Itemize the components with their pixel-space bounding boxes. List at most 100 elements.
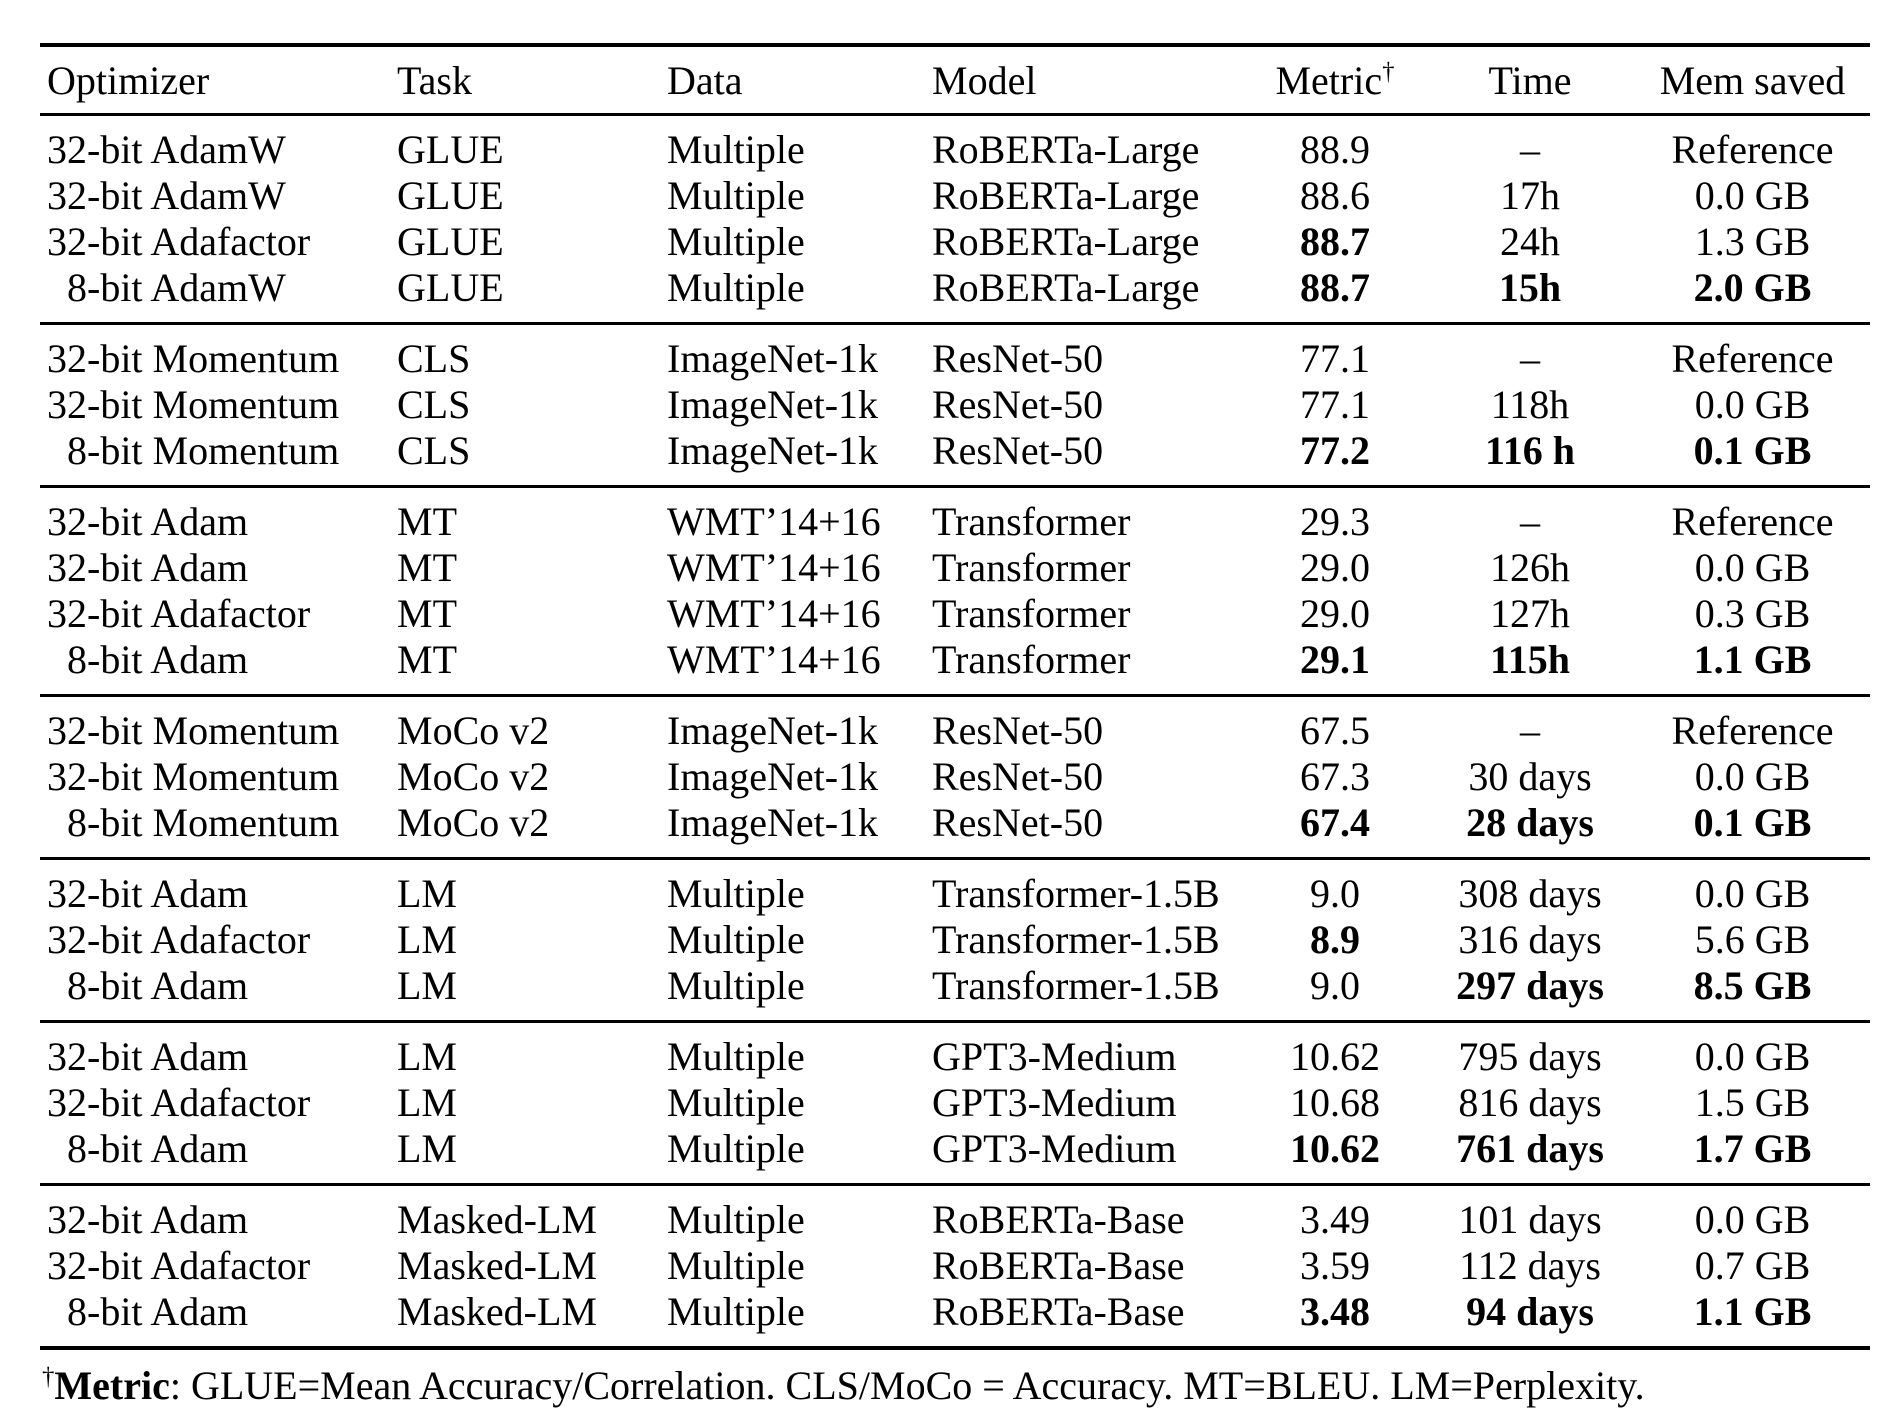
table-group: 32-bit Adam LM Multiple Transformer-1.5B 9.0… [40,858,1870,1022]
cell-time: 24h [1500,219,1560,264]
cell-model: RoBERTa-Base [932,1243,1185,1288]
table-group: 32-bit Adam Masked-LM Multiple RoBERTa-Base… [40,1184,1870,1349]
cell-model: ResNet-50 [932,708,1104,753]
dagger-icon: † [1382,58,1395,86]
table-row: 8-bit Adam Masked-LM Multiple RoBERTa-Base 3… [40,1289,1870,1348]
cell-time: 17h [1500,173,1560,218]
cell-metric: 88.7 [1300,265,1370,310]
cell-mem-saved: Reference [1671,336,1834,381]
cell-data: Multiple [667,1243,805,1288]
cell-optimizer: 8-bit Momentum [67,428,340,473]
cell-task: GLUE [397,127,504,172]
cell-metric: 10.62 [1290,1126,1380,1171]
cell-mem-saved: 0.0 GB [1694,1034,1811,1079]
cell-mem-saved: 0.3 GB [1694,591,1811,636]
cell-metric: 9.0 [1310,871,1360,916]
cell-time: – [1520,336,1540,381]
cell-model: ResNet-50 [932,336,1104,381]
table-group: 32-bit Momentum CLS ImageNet-1k ResNet-50 77… [40,323,1870,487]
cell-model: GPT3-Medium [932,1034,1177,1079]
table-row: 32-bit AdamW GLUE Multiple RoBERTa-Large 88.… [40,173,1870,219]
cell-optimizer: 8-bit Adam [67,637,249,682]
cell-task: MoCo v2 [397,800,550,845]
cell-mem-saved: 0.0 GB [1694,754,1811,799]
table-row: 32-bit Momentum CLS ImageNet-1k ResNet-50 77… [40,324,1870,383]
cell-time: 118h [1490,382,1570,427]
cell-data: Multiple [667,1034,805,1079]
cell-metric: 29.0 [1300,591,1370,636]
cell-optimizer: 32-bit Adam [47,871,249,916]
cell-model: Transformer-1.5B [932,871,1220,916]
cell-metric: 9.0 [1310,963,1360,1008]
cell-optimizer: 32-bit Adam [47,545,249,590]
cell-metric: 10.68 [1290,1080,1380,1125]
cell-time: 761 days [1456,1126,1604,1171]
cell-task: LM [397,1080,457,1125]
cell-model: RoBERTa-Large [932,265,1200,310]
cell-optimizer: 8-bit Momentum [67,800,340,845]
cell-metric: 67.5 [1300,708,1370,753]
table-row: 8-bit Adam LM Multiple Transformer-1.5B 9.0 2… [40,963,1870,1022]
col-header-model: Model [932,57,1037,103]
cell-task: MoCo v2 [397,708,550,753]
cell-metric: 29.3 [1300,499,1370,544]
cell-optimizer: 32-bit Momentum [47,708,340,753]
cell-metric: 29.0 [1300,545,1370,590]
col-header-mem-saved: Mem saved [1659,57,1846,103]
cell-metric: 88.7 [1300,219,1370,264]
cell-time: 316 days [1458,917,1602,962]
cell-mem-saved: Reference [1671,499,1834,544]
cell-mem-saved: 0.0 GB [1694,382,1811,427]
table-group: 32-bit Momentum MoCo v2 ImageNet-1k ResNet-… [40,695,1870,859]
cell-data: WMT’14+16 [667,499,881,544]
cell-task: MT [397,545,457,590]
cell-data: Multiple [667,1289,805,1334]
cell-model: RoBERTa-Base [932,1289,1185,1334]
table-row: 32-bit Adafactor MT WMT’14+16 Transformer 29… [40,591,1870,637]
cell-mem-saved: 0.0 GB [1694,173,1811,218]
cell-model: ResNet-50 [932,428,1104,473]
cell-data: Multiple [667,963,805,1008]
cell-time: – [1520,708,1540,753]
cell-optimizer: 32-bit Momentum [47,336,340,381]
cell-data: WMT’14+16 [667,637,881,682]
cell-optimizer: 32-bit Adafactor [47,219,311,264]
cell-model: GPT3-Medium [932,1080,1177,1125]
cell-mem-saved: 8.5 GB [1693,963,1812,1008]
table-row: 8-bit Momentum CLS ImageNet-1k ResNet-50 77.… [40,428,1870,487]
cell-mem-saved: 2.0 GB [1693,265,1812,310]
cell-data: ImageNet-1k [667,382,879,427]
table-row: 32-bit Adam Masked-LM Multiple RoBERTa-Base… [40,1185,1870,1244]
cell-data: Multiple [667,1197,805,1242]
table-row: 32-bit Momentum MoCo v2 ImageNet-1k ResNet-… [40,754,1870,800]
cell-mem-saved: 1.1 GB [1693,1289,1812,1334]
cell-data: ImageNet-1k [667,754,879,799]
col-header-data: Data [667,57,743,103]
table-row: 8-bit Adam MT WMT’14+16 Transformer 29.1 115h… [40,637,1870,696]
cell-task: LM [397,1034,457,1079]
cell-time: 297 days [1456,963,1604,1008]
cell-optimizer: 32-bit Momentum [47,754,340,799]
cell-data: Multiple [667,871,805,916]
cell-time: 127h [1490,591,1570,636]
table-row: 32-bit Adafactor LM Multiple GPT3-Medium 10.… [40,1080,1870,1126]
cell-mem-saved: 0.0 GB [1694,1197,1811,1242]
col-header-time: Time [1488,57,1572,103]
cell-model: RoBERTa-Large [932,173,1200,218]
cell-model: Transformer-1.5B [932,963,1220,1008]
table-group: 32-bit Adam MT WMT’14+16 Transformer 29.3 – Re… [40,486,1870,696]
cell-task: CLS [397,336,471,381]
cell-optimizer: 32-bit Momentum [47,382,340,427]
cell-task: MT [397,499,457,544]
cell-task: CLS [397,428,471,473]
cell-metric: 10.62 [1290,1034,1380,1079]
cell-task: GLUE [397,265,504,310]
cell-task: GLUE [397,173,504,218]
cell-time: 94 days [1466,1289,1594,1334]
cell-optimizer: 32-bit Adafactor [47,1243,311,1288]
cell-model: Transformer-1.5B [932,917,1220,962]
cell-model: Transformer [932,499,1131,544]
cell-time: 15h [1498,265,1562,310]
page-background: { "table": { "columns": [ { "key": "opti… [40,43,1870,1408]
cell-optimizer: 8-bit Adam [67,1289,249,1334]
